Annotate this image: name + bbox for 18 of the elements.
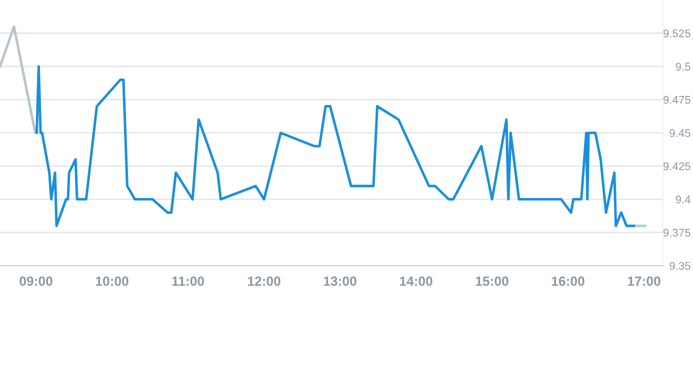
x-tick-label: 17:00	[628, 276, 660, 286]
y-tick-label: 9.375	[663, 228, 690, 237]
x-tick-label: 12:00	[248, 276, 280, 286]
y-tick-label: 9.45	[670, 129, 690, 137]
line-series	[36, 65, 638, 228]
x-tick-label: 09:00	[20, 276, 52, 286]
y-tick-label: 9.35	[670, 262, 690, 270]
y-tick-label: 9.5	[676, 62, 690, 71]
x-tick-label: 15:00	[476, 276, 508, 286]
x-tick-label: 11:00	[172, 276, 204, 286]
y-tick-label: 9.475	[663, 96, 690, 104]
x-tick-label: 16:00	[552, 276, 584, 286]
y-tick-label: 9.4	[676, 196, 690, 204]
x-tick-label: 13:00	[324, 276, 356, 286]
x-tick-label: 14:00	[400, 276, 432, 286]
x-tick-label: 10:00	[96, 276, 128, 286]
y-tick-label: 9.525	[663, 29, 690, 38]
y-tick-label: 9.425	[663, 162, 690, 170]
